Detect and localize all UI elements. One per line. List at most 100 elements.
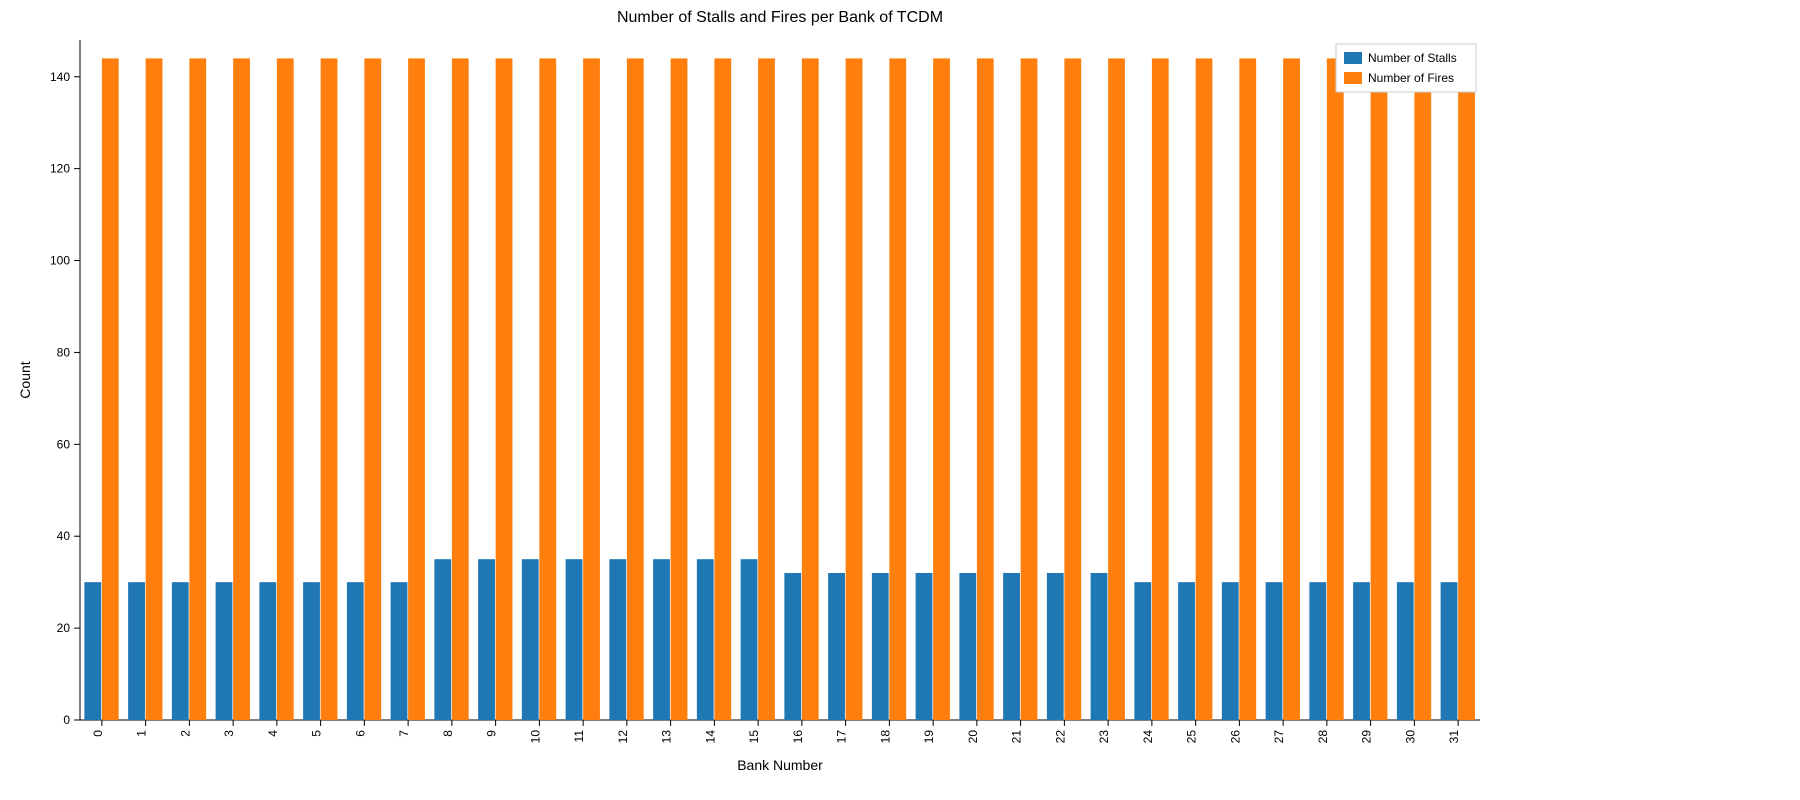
chart-title: Number of Stalls and Fires per Bank of T… [617,9,943,26]
bar [1222,582,1239,720]
bar [609,559,626,720]
bar [391,582,408,720]
x-tick-label: 21 [1010,730,1024,744]
bar [1414,58,1431,720]
x-tick-label: 3 [222,730,236,737]
bar [1134,582,1151,720]
bar [977,58,994,720]
bar [697,559,714,720]
bar [1266,582,1283,720]
bar [1178,582,1195,720]
bar [277,58,294,720]
bar [1458,58,1475,720]
x-tick-label: 2 [178,730,192,737]
bar [1152,58,1169,720]
x-tick-label: 7 [397,730,411,737]
bar [916,573,933,720]
chart-container: Number of Stalls and Fires per Bank of T… [0,0,1800,800]
x-tick-label: 26 [1228,730,1242,744]
bar [303,582,320,720]
bar [408,58,425,720]
bar [1064,58,1081,720]
bar [627,58,644,720]
x-tick-label: 11 [572,730,586,743]
bar [828,573,845,720]
bar [1091,573,1108,720]
bar [566,559,583,720]
x-tick-label: 15 [747,730,761,744]
bar-chart: Number of Stalls and Fires per Bank of T… [0,0,1800,800]
x-tick-label: 27 [1272,730,1286,744]
bar [671,58,688,720]
y-axis-label: Count [17,361,33,398]
bar [1047,573,1064,720]
x-tick-label: 24 [1141,730,1155,744]
bar [872,573,889,720]
y-tick-label: 100 [50,254,70,268]
x-tick-label: 4 [266,730,280,737]
x-tick-label: 9 [485,730,499,737]
bar [102,58,119,720]
x-tick-label: 30 [1403,730,1417,744]
bar [259,582,276,720]
bar [478,559,495,720]
x-tick-label: 0 [91,730,105,737]
bar [347,582,364,720]
bar [1003,573,1020,720]
bar [146,58,163,720]
bar [189,58,206,720]
x-tick-label: 25 [1185,730,1199,744]
x-tick-label: 28 [1316,730,1330,744]
x-tick-label: 5 [310,730,324,737]
bar [889,58,906,720]
x-tick-label: 18 [878,730,892,744]
bar [959,573,976,720]
bar [539,58,556,720]
bar [1021,58,1038,720]
legend-label: Number of Fires [1368,71,1454,85]
bar [496,58,513,720]
bar [653,559,670,720]
bar [1371,58,1388,720]
legend-label: Number of Stalls [1368,51,1457,65]
bar [1283,58,1300,720]
x-tick-label: 6 [353,730,367,737]
x-tick-label: 8 [441,730,455,737]
x-tick-label: 13 [660,730,674,744]
bar [933,58,950,720]
bar [1397,582,1414,720]
x-tick-label: 31 [1447,730,1461,744]
bar [1196,58,1213,720]
x-tick-label: 19 [922,730,936,744]
x-tick-label: 1 [135,730,149,737]
x-tick-label: 20 [966,730,980,744]
bar [434,559,451,720]
y-tick-label: 60 [57,437,71,451]
bar [452,58,469,720]
x-tick-label: 10 [528,730,542,744]
bar [583,58,600,720]
bar [84,582,101,720]
y-tick-label: 20 [57,621,71,635]
x-tick-label: 12 [616,730,630,744]
y-tick-label: 120 [50,162,70,176]
x-tick-label: 29 [1360,730,1374,744]
bar [714,58,731,720]
bar [758,58,775,720]
bar [364,58,381,720]
x-tick-label: 14 [703,730,717,744]
bar [522,559,539,720]
bar [128,582,145,720]
bar [321,58,338,720]
bar [172,582,189,720]
bar [846,58,863,720]
y-tick-label: 80 [57,345,71,359]
bar [741,559,758,720]
bar [233,58,250,720]
x-tick-label: 23 [1097,730,1111,744]
y-tick-label: 0 [63,713,70,727]
y-tick-label: 40 [57,529,71,543]
bar [1441,582,1458,720]
x-axis-label: Bank Number [737,757,823,773]
x-tick-label: 17 [835,730,849,744]
